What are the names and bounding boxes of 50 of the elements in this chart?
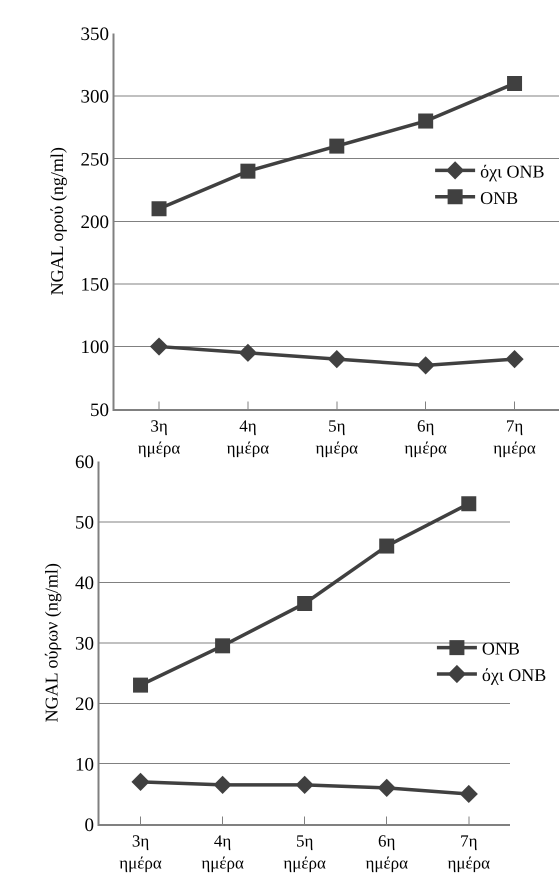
point <box>507 76 522 91</box>
point <box>131 772 150 791</box>
y-axis-title: NGAL ούρων (ng/ml) <box>42 563 62 722</box>
point <box>379 538 394 554</box>
point <box>329 138 344 154</box>
point <box>416 356 435 374</box>
x-tick-label: 4η ημέρα <box>201 831 244 872</box>
y-tick-label: 200 <box>80 212 110 233</box>
point <box>418 114 434 129</box>
point <box>505 350 524 368</box>
x-tick-label: 7η ημέρα <box>493 416 536 458</box>
point <box>215 638 230 654</box>
y-tick-label: 250 <box>80 149 110 170</box>
y-tick-label: 50 <box>74 512 94 534</box>
legend-label: όχι ONB <box>480 161 544 182</box>
x-tick-label: 6η ημέρα <box>365 831 408 872</box>
x-tick-label: 5η ημέρα <box>316 416 358 458</box>
y-tick-label: 10 <box>74 754 94 776</box>
y-tick-label: 0 <box>84 814 94 836</box>
point <box>461 496 476 512</box>
point <box>133 678 148 693</box>
y-tick-label: 350 <box>80 24 110 46</box>
y-tick-label: 50 <box>90 400 110 421</box>
point <box>238 344 258 362</box>
y-tick-label: 60 <box>74 452 94 474</box>
x-tick-label: 5η ημέρα <box>283 831 326 872</box>
x-tick-label: 3η ημέρα <box>119 831 162 872</box>
point <box>328 350 346 368</box>
legend-label: ONB <box>482 638 520 659</box>
x-tick-label: 3η ημέρα <box>138 416 180 458</box>
point <box>150 337 168 356</box>
point <box>296 776 314 794</box>
y-tick-label: 300 <box>80 86 110 108</box>
x-tick-label: 7η ημέρα <box>448 831 490 872</box>
y-tick-label: 30 <box>74 633 94 654</box>
point <box>460 784 478 804</box>
y-axis-title: NGAL ορού (ng/ml) <box>47 147 68 296</box>
point <box>297 596 312 611</box>
legend-label: ONB <box>480 188 518 208</box>
x-tick-label: 6η ημέρα <box>404 416 448 458</box>
y-tick-label: 40 <box>74 572 94 594</box>
point <box>213 776 232 794</box>
y-tick-label: 100 <box>80 337 110 358</box>
y-tick-label: 20 <box>74 694 94 715</box>
legend-label: όχι ONB <box>482 665 546 686</box>
y-tick-label: 150 <box>80 274 110 296</box>
point <box>240 164 256 179</box>
point <box>152 201 167 216</box>
x-tick-label: 4η ημέρα <box>226 416 270 458</box>
point <box>378 778 396 798</box>
